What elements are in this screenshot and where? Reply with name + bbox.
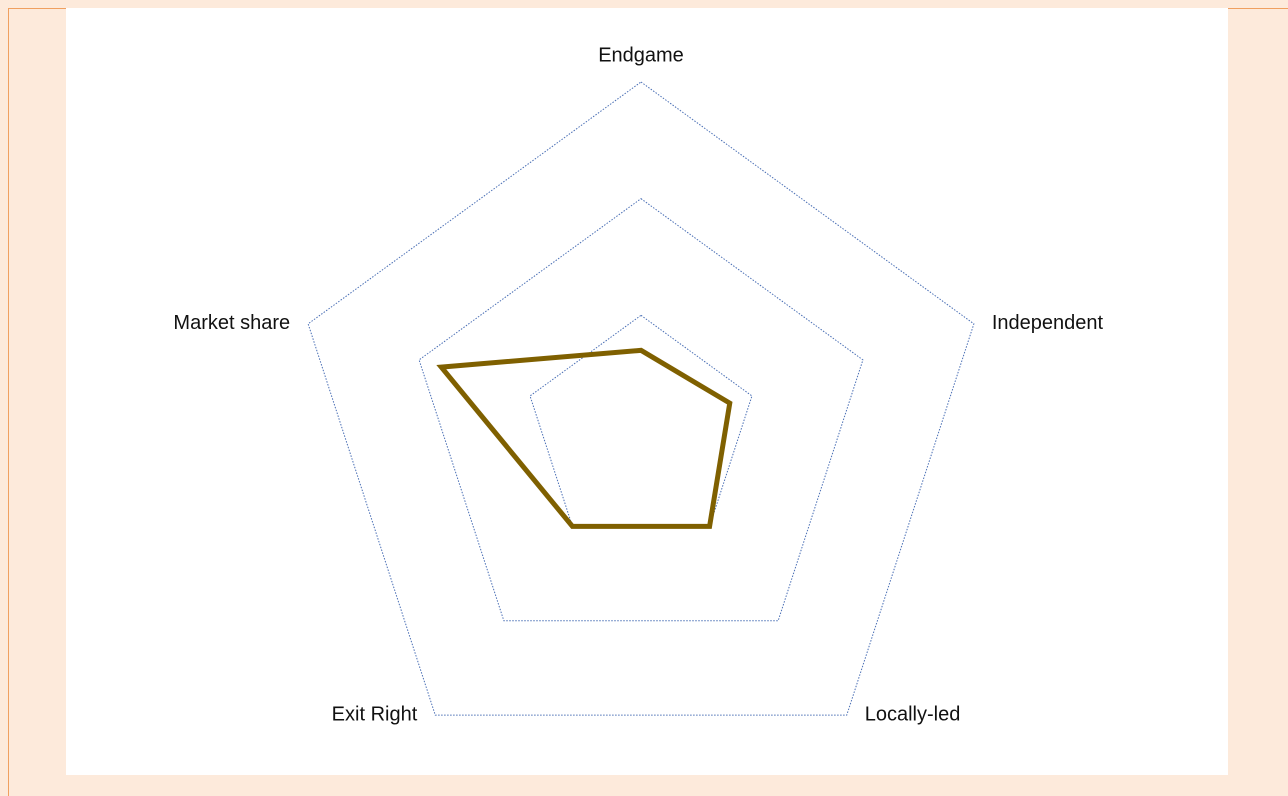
data-line bbox=[436, 347, 733, 529]
grid-ring bbox=[307, 81, 975, 716]
axis-label: Market share bbox=[173, 312, 290, 334]
chart-panel bbox=[66, 8, 1228, 775]
grid-ring bbox=[418, 198, 864, 622]
axis-label: Endgame bbox=[598, 44, 684, 66]
axis-label: Locally-led bbox=[865, 703, 961, 725]
axis-label: Exit Right bbox=[332, 703, 418, 725]
axis-label: Independent bbox=[992, 312, 1104, 334]
grid-ring bbox=[529, 314, 753, 527]
